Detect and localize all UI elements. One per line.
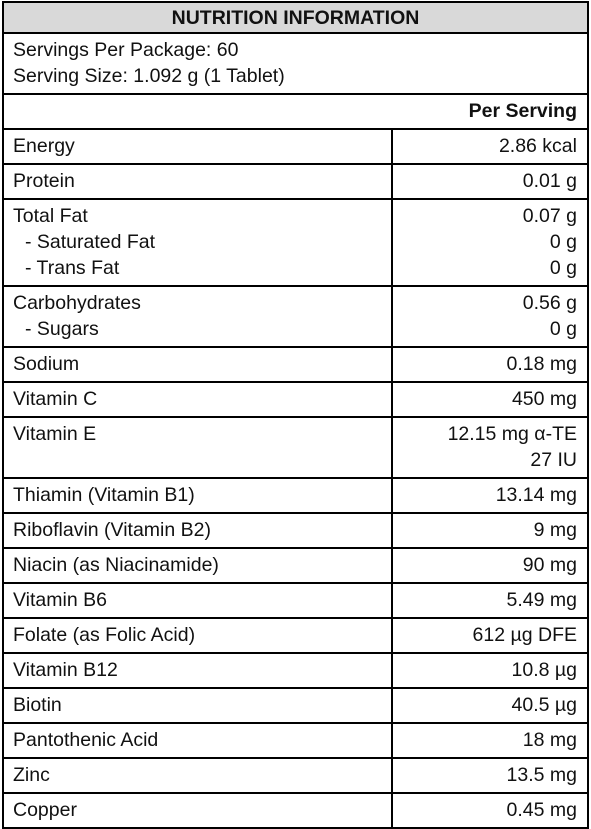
nutrient-value: 5.49 mg [506,589,577,611]
nutrient-label: Vitamin C [13,388,98,410]
nutrient-row: Vitamin B6 5.49 mg [2,582,589,619]
nutrient-value-cell: 0.07 g 0 g 0 g [391,198,589,287]
nutrient-label-cell: Vitamin B12 [2,652,393,689]
nutrient-value: 0.45 mg [506,799,577,821]
nutrient-value-cell: 9 mg [391,512,589,549]
servings-per-package: Servings Per Package: 60 [13,39,239,61]
nutrient-row: Niacin (as Niacinamide) 90 mg [2,547,589,584]
nutrient-row: Riboflavin (Vitamin B2) 9 mg [2,512,589,549]
nutrient-row: Carbohydrates - Sugars 0.56 g 0 g [2,285,589,348]
nutrient-label-cell: Vitamin E [2,416,393,479]
column-header: Per Serving [2,93,589,130]
nutrient-value: 0.01 g [522,170,577,192]
nutrient-label-cell: Niacin (as Niacinamide) [2,547,393,584]
nutrient-row: Zinc 13.5 mg [2,757,589,794]
nutrient-value: 0.07 g [522,205,577,227]
nutrient-value-cell: 2.86 kcal [391,128,589,165]
nutrient-label: Vitamin E [13,423,97,445]
nutrient-label: Biotin [13,694,62,716]
nutrient-value-cell: 0.18 mg [391,346,589,383]
nutrient-label-cell: Energy [2,128,393,165]
nutrient-value: 10.8 µg [511,659,577,681]
nutrient-label-cell: Thiamin (Vitamin B1) [2,477,393,514]
nutrient-value: 27 IU [530,449,577,471]
nutrient-row: Protein 0.01 g [2,163,589,200]
nutrient-label: Folate (as Folic Acid) [13,624,196,646]
nutrient-value-cell: 5.49 mg [391,582,589,619]
nutrient-value-cell: 40.5 µg [391,687,589,724]
nutrient-row: Vitamin E 12.15 mg α-TE 27 IU [2,416,589,479]
nutrient-value: 18 mg [522,729,577,751]
nutrient-row: Vitamin C 450 mg [2,381,589,418]
nutrient-label: Energy [13,135,75,157]
nutrient-row: Sodium 0.18 mg [2,346,589,383]
serving-size: Serving Size: 1.092 g (1 Tablet) [13,65,285,87]
nutrient-value: 13.14 mg [495,484,577,506]
nutrient-label: Niacin (as Niacinamide) [13,554,219,576]
nutrient-value: 0.18 mg [506,353,577,375]
nutrient-label-cell: Total Fat - Saturated Fat - Trans Fat [2,198,393,287]
nutrient-row: Biotin 40.5 µg [2,687,589,724]
nutrient-label: Protein [13,170,75,192]
nutrient-label-cell: Carbohydrates - Sugars [2,285,393,348]
nutrient-row: Vitamin B12 10.8 µg [2,652,589,689]
nutrient-value: 0 g [549,231,577,253]
nutrient-value-cell: 13.14 mg [391,477,589,514]
nutrient-value: 0 g [549,318,577,340]
nutrient-row: Thiamin (Vitamin B1) 13.14 mg [2,477,589,514]
nutrient-row: Copper 0.45 mg [2,792,589,829]
serving-info: Servings Per Package: 60 Serving Size: 1… [2,32,589,95]
nutrient-value: 9 mg [533,519,577,541]
nutrient-label-cell: Vitamin B6 [2,582,393,619]
nutrient-row: Pantothenic Acid 18 mg [2,722,589,759]
nutrient-value: 13.5 mg [506,764,577,786]
nutrient-label-cell: Pantothenic Acid [2,722,393,759]
nutrient-value: 0 g [549,257,577,279]
nutrient-value-cell: 18 mg [391,722,589,759]
nutrient-value-cell: 0.45 mg [391,792,589,829]
nutrient-row: Energy 2.86 kcal [2,128,589,165]
nutrient-label: Vitamin B12 [13,659,118,681]
nutrient-label: Sodium [13,353,80,375]
nutrient-value-cell: 12.15 mg α-TE 27 IU [391,416,589,479]
nutrient-value: 40.5 µg [511,694,577,716]
nutrient-label: Pantothenic Acid [13,729,159,751]
nutrient-value: 612 µg DFE [472,624,577,646]
nutrient-label-cell: Biotin [2,687,393,724]
nutrient-label: Thiamin (Vitamin B1) [13,484,195,506]
nutrient-value: 2.86 kcal [498,135,577,157]
nutrient-label: Copper [13,799,77,821]
nutrient-label: Riboflavin (Vitamin B2) [13,519,211,541]
nutrient-label: Carbohydrates [13,292,141,314]
nutrient-row: Total Fat - Saturated Fat - Trans Fat 0.07 … [2,198,589,287]
nutrient-value: 90 mg [522,554,577,576]
nutrient-label-cell: Zinc [2,757,393,794]
nutrient-value-cell: 450 mg [391,381,589,418]
nutrient-label-cell: Vitamin C [2,381,393,418]
nutrient-value-cell: 90 mg [391,547,589,584]
nutrient-label-cell: Sodium [2,346,393,383]
nutrient-row: Folate (as Folic Acid) 612 µg DFE [2,617,589,654]
nutrient-label: - Trans Fat [25,257,120,279]
nutrient-value-cell: 13.5 mg [391,757,589,794]
nutrient-value: 0.56 g [522,292,577,314]
nutrient-value-cell: 0.01 g [391,163,589,200]
nutrient-value-cell: 0.56 g 0 g [391,285,589,348]
nutrient-value-cell: 612 µg DFE [391,617,589,654]
nutrient-value-cell: 10.8 µg [391,652,589,689]
nutrient-label: Total Fat [13,205,88,227]
nutrient-label-cell: Protein [2,163,393,200]
table-title: NUTRITION INFORMATION [2,1,589,34]
nutrient-label-cell: Folate (as Folic Acid) [2,617,393,654]
nutrient-label-cell: Riboflavin (Vitamin B2) [2,512,393,549]
nutrient-value: 12.15 mg α-TE [447,423,577,445]
nutrient-label: Vitamin B6 [13,589,107,611]
nutrient-label: - Sugars [25,318,99,340]
nutrient-label: - Saturated Fat [25,231,156,253]
nutrient-value: 450 mg [511,388,577,410]
nutrient-label-cell: Copper [2,792,393,829]
nutrient-label: Zinc [13,764,50,786]
